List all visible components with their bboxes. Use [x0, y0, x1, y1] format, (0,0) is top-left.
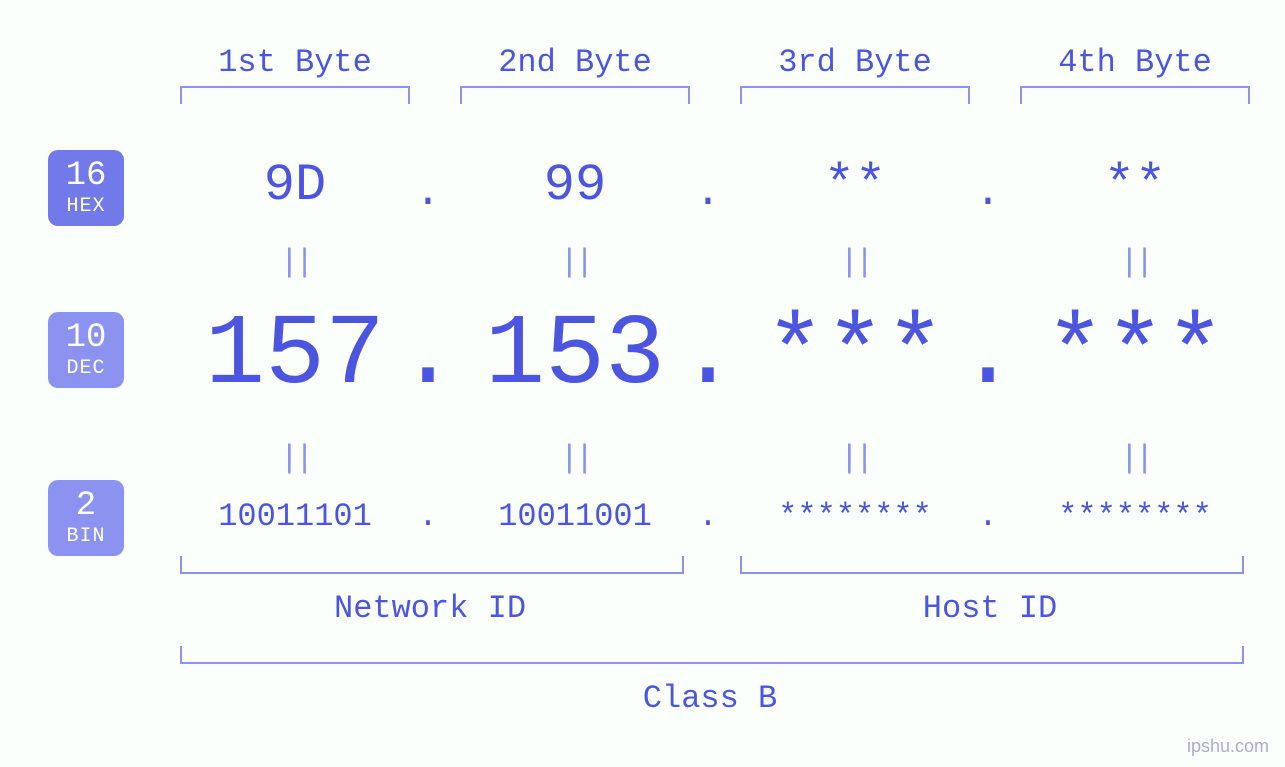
byte-col-3: 3rd Byte ** || *** || ********: [740, 0, 970, 560]
equals-icon: ||: [740, 440, 970, 477]
host-id-label: Host ID: [740, 590, 1240, 627]
dec-value: ***: [1020, 300, 1250, 413]
equals-icon: ||: [460, 244, 690, 281]
bin-value: 10011001: [460, 498, 690, 535]
badge-bin-num: 2: [48, 489, 124, 525]
dec-value: ***: [740, 300, 970, 413]
equals-icon: ||: [180, 440, 410, 477]
byte-header: 2nd Byte: [460, 44, 690, 81]
dec-value: 157: [180, 300, 410, 413]
dot-icon: .: [398, 300, 458, 413]
network-id-bracket: [180, 556, 684, 574]
badge-dec-num: 10: [48, 321, 124, 357]
byte-header: 1st Byte: [180, 44, 410, 81]
dot-icon: .: [678, 300, 738, 413]
badge-hex-num: 16: [48, 159, 124, 195]
equals-icon: ||: [460, 440, 690, 477]
badge-hex-lbl: HEX: [48, 196, 124, 217]
byte-col-1: 1st Byte 9D || 157 || 10011101: [180, 0, 410, 560]
hex-value: **: [1020, 156, 1250, 215]
byte-header: 4th Byte: [1020, 44, 1250, 81]
ip-bytes-diagram: 16 HEX 10 DEC 2 BIN 1st Byte 9D || 157 |…: [0, 0, 1285, 767]
byte-col-2: 2nd Byte 99 || 153 || 10011001: [460, 0, 690, 560]
badge-bin: 2 BIN: [48, 480, 124, 556]
equals-icon: ||: [740, 244, 970, 281]
dot-icon: .: [688, 168, 728, 218]
badge-dec-lbl: DEC: [48, 358, 124, 379]
dec-value: 153: [460, 300, 690, 413]
class-bracket: [180, 646, 1244, 664]
hex-value: 99: [460, 156, 690, 215]
hex-value: 9D: [180, 156, 410, 215]
host-id-bracket: [740, 556, 1244, 574]
bin-value: ********: [740, 498, 970, 535]
badge-dec: 10 DEC: [48, 312, 124, 388]
dot-icon: .: [968, 498, 1008, 535]
hex-value: **: [740, 156, 970, 215]
class-label: Class B: [180, 680, 1240, 717]
top-bracket: [180, 86, 410, 104]
bin-value: 10011101: [180, 498, 410, 535]
badge-bin-lbl: BIN: [48, 526, 124, 547]
byte-header: 3rd Byte: [740, 44, 970, 81]
top-bracket: [1020, 86, 1250, 104]
dot-icon: .: [688, 498, 728, 535]
dot-icon: .: [968, 168, 1008, 218]
top-bracket: [460, 86, 690, 104]
byte-col-4: 4th Byte ** || *** || ********: [1020, 0, 1250, 560]
dot-icon: .: [408, 168, 448, 218]
equals-icon: ||: [1020, 244, 1250, 281]
dot-icon: .: [958, 300, 1018, 413]
equals-icon: ||: [1020, 440, 1250, 477]
dot-icon: .: [408, 498, 448, 535]
top-bracket: [740, 86, 970, 104]
watermark: ipshu.com: [1187, 736, 1269, 757]
equals-icon: ||: [180, 244, 410, 281]
network-id-label: Network ID: [180, 590, 680, 627]
badge-hex: 16 HEX: [48, 150, 124, 226]
bin-value: ********: [1020, 498, 1250, 535]
